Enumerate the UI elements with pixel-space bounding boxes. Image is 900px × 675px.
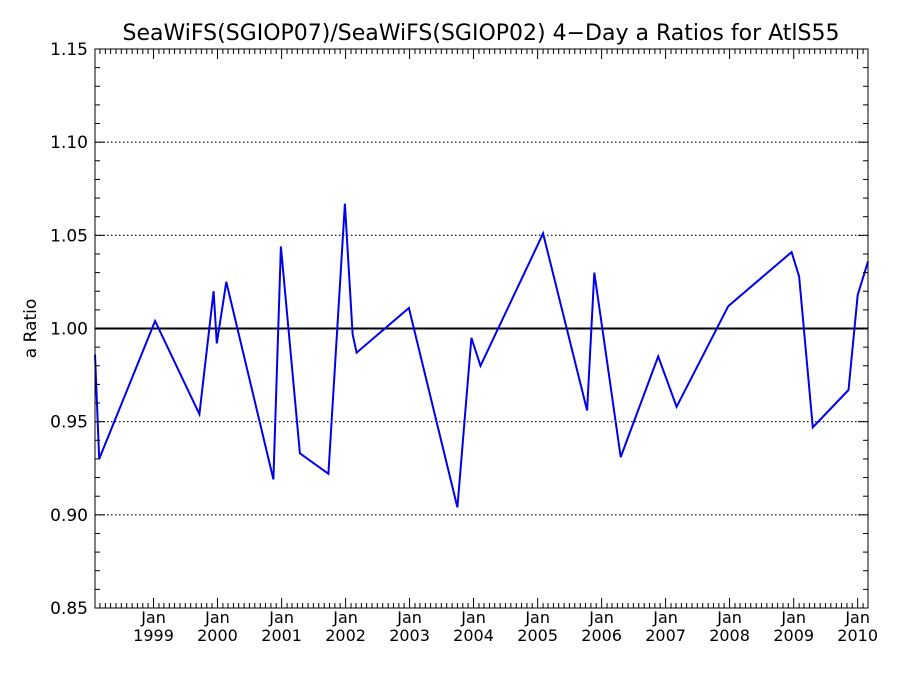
y-tick-label: 0.85 xyxy=(50,599,88,619)
x-tick-label-year: 2002 xyxy=(325,626,366,645)
x-tick-label-month: Jan xyxy=(524,608,550,627)
tick-marks xyxy=(95,48,868,609)
x-tick-label-year: 2007 xyxy=(645,626,686,645)
x-tick-label-year: 2008 xyxy=(709,626,750,645)
x-tick-label-year: 2010 xyxy=(837,626,878,645)
gridlines xyxy=(95,141,868,516)
x-tick-label-month: Jan xyxy=(460,608,486,627)
x-tick-label-year: 2001 xyxy=(261,626,302,645)
x-tick-label-year: 2006 xyxy=(581,626,622,645)
x-tick-label-year: 2009 xyxy=(773,626,814,645)
y-tick-labels: 0.85 0.90 0.95 1.00 1.05 1.10 1.15 xyxy=(50,40,88,619)
x-tick-label-month: Jan xyxy=(588,608,614,627)
x-tick-label-month: Jan xyxy=(396,608,422,627)
y-tick-label: 1.10 xyxy=(50,133,88,153)
x-tick-label-month: Jan xyxy=(844,608,870,627)
x-tick-label-year: 1999 xyxy=(133,626,174,645)
chart-title: SeaWiFS(SGIOP07)/SeaWiFS(SGIOP02) 4−Day … xyxy=(123,21,840,46)
x-tick-label-month: Jan xyxy=(652,608,678,627)
y-tick-label: 0.95 xyxy=(50,413,88,433)
y-tick-label: 0.90 xyxy=(50,506,88,526)
x-tick-label-year: 2003 xyxy=(389,626,430,645)
x-tick-label-month: Jan xyxy=(204,608,230,627)
series-line-0 xyxy=(94,203,869,508)
x-tick-label-month: Jan xyxy=(716,608,742,627)
plot-frame xyxy=(94,48,869,609)
x-tick-label-year: 2005 xyxy=(517,626,558,645)
x-tick-labels: Jan1999Jan2000Jan2001Jan2002Jan2003Jan20… xyxy=(133,608,878,645)
y-tick-label: 1.05 xyxy=(50,226,88,246)
x-tick-label-year: 2000 xyxy=(197,626,238,645)
x-tick-label-month: Jan xyxy=(268,608,294,627)
x-tick-label-month: Jan xyxy=(140,608,166,627)
y-axis-label: a Ratio xyxy=(21,299,41,358)
x-tick-label-year: 2004 xyxy=(453,626,494,645)
y-tick-label: 1.00 xyxy=(50,320,88,340)
x-tick-label-month: Jan xyxy=(332,608,358,627)
x-tick-label-month: Jan xyxy=(780,608,806,627)
series-group xyxy=(94,203,869,508)
y-tick-label: 1.15 xyxy=(50,40,88,60)
